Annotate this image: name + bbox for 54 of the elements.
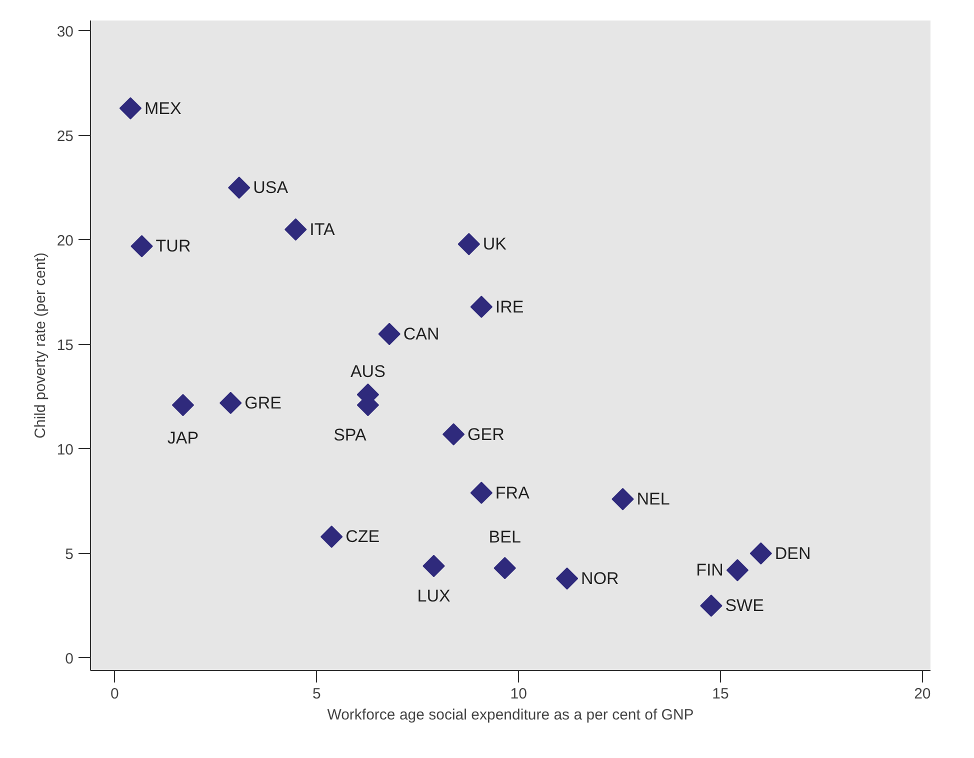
x-tick-label: 20: [914, 686, 931, 702]
point: [422, 554, 445, 578]
annotation: NOR: [581, 569, 619, 588]
annotation: NEL: [636, 490, 670, 509]
annotation: SWE: [725, 596, 764, 616]
point: [458, 233, 480, 256]
point: [470, 296, 493, 318]
point: [470, 482, 493, 504]
point: [220, 392, 242, 414]
annotation: SPA: [334, 426, 367, 445]
point: [612, 488, 634, 510]
annotation: USA: [253, 178, 289, 198]
point: [130, 235, 153, 258]
annotation: GER: [468, 424, 504, 444]
annotation: FIN: [696, 560, 724, 580]
point: [228, 176, 250, 199]
point: [119, 97, 142, 120]
point: [726, 559, 749, 582]
annotation: CAN: [403, 324, 440, 344]
x-axis-title: Workforce age social expenditure as a per cent of GNP: [327, 706, 694, 724]
y-tick-label: 30: [56, 23, 74, 40]
annotation: CZE: [346, 527, 380, 546]
annotation: LUX: [417, 586, 450, 606]
x-tick-label: 15: [712, 686, 729, 702]
point: [378, 322, 400, 346]
point: [320, 526, 343, 548]
annotation: UK: [482, 234, 508, 254]
annotation: TUR: [156, 236, 191, 256]
y-tick-label: 20: [56, 232, 74, 250]
x-tick-label: 0: [110, 686, 119, 702]
annotation: JAP: [167, 428, 199, 448]
x-tick-label: 5: [312, 686, 321, 702]
annotation: GRE: [244, 393, 282, 412]
y-tick-label: 0: [65, 650, 74, 668]
y-tick-label: 10: [56, 441, 74, 458]
point: [442, 423, 465, 446]
annotation: AUS: [350, 362, 386, 382]
point: [750, 542, 772, 565]
y-tick-label: 25: [56, 128, 74, 145]
x-tick-label: 10: [510, 686, 527, 702]
point: [700, 594, 722, 617]
annotation: ITA: [310, 220, 336, 240]
annotation: DEN: [774, 544, 811, 563]
annotation: IRE: [495, 297, 524, 316]
annotation: BEL: [488, 528, 521, 547]
y-axis-title: Child poverty rate (per cent): [32, 252, 49, 438]
point: [556, 567, 578, 590]
y-tick-label: 5: [65, 546, 74, 563]
annotation: MEX: [144, 98, 182, 118]
y-tick-label: 15: [56, 336, 74, 354]
point: [172, 394, 194, 416]
point: [494, 556, 516, 580]
point: [284, 218, 307, 241]
annotation: FRA: [495, 483, 530, 502]
